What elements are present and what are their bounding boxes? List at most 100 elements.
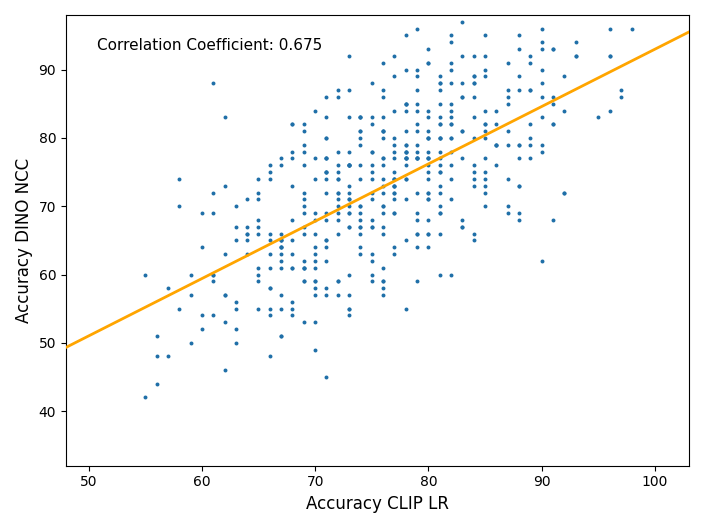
- Point: [355, 134, 366, 142]
- Point: [377, 222, 389, 231]
- Point: [411, 106, 422, 115]
- Point: [389, 175, 400, 183]
- Point: [423, 134, 434, 142]
- Point: [275, 250, 287, 258]
- Point: [434, 188, 446, 197]
- Point: [411, 72, 422, 81]
- Point: [536, 140, 547, 149]
- Point: [355, 209, 366, 217]
- Point: [321, 284, 332, 293]
- Point: [457, 17, 468, 26]
- Point: [377, 209, 389, 217]
- Point: [479, 202, 491, 211]
- Point: [468, 229, 479, 238]
- Point: [275, 263, 287, 272]
- Point: [446, 147, 457, 156]
- Point: [457, 127, 468, 135]
- Point: [479, 168, 491, 176]
- Point: [321, 113, 332, 121]
- Point: [389, 154, 400, 163]
- Point: [253, 277, 264, 286]
- Point: [536, 257, 547, 265]
- Point: [434, 202, 446, 211]
- Point: [298, 257, 310, 265]
- Point: [196, 325, 208, 333]
- Point: [275, 332, 287, 340]
- Point: [513, 72, 524, 81]
- Point: [230, 222, 241, 231]
- Point: [411, 154, 422, 163]
- Point: [468, 161, 479, 169]
- Point: [434, 154, 446, 163]
- Point: [332, 277, 344, 286]
- Point: [298, 127, 310, 135]
- Point: [253, 222, 264, 231]
- Point: [400, 154, 411, 163]
- Point: [355, 222, 366, 231]
- Point: [366, 270, 377, 279]
- Point: [310, 277, 321, 286]
- Point: [332, 86, 344, 95]
- Point: [400, 100, 411, 108]
- Point: [536, 93, 547, 101]
- Point: [423, 195, 434, 204]
- Point: [423, 106, 434, 115]
- Point: [344, 161, 355, 169]
- Point: [241, 222, 253, 231]
- Point: [321, 243, 332, 251]
- Point: [411, 229, 422, 238]
- Point: [615, 93, 627, 101]
- Point: [400, 65, 411, 74]
- Point: [389, 140, 400, 149]
- Point: [457, 52, 468, 60]
- Point: [524, 86, 536, 95]
- Point: [298, 120, 310, 128]
- Point: [377, 59, 389, 67]
- Point: [434, 161, 446, 169]
- Point: [298, 209, 310, 217]
- Point: [287, 298, 298, 306]
- Point: [332, 195, 344, 204]
- Point: [253, 229, 264, 238]
- Point: [479, 72, 491, 81]
- Point: [411, 209, 422, 217]
- Point: [457, 93, 468, 101]
- Point: [355, 175, 366, 183]
- Text: Correlation Coefficient: 0.675: Correlation Coefficient: 0.675: [97, 37, 322, 53]
- Point: [344, 161, 355, 169]
- Point: [377, 175, 389, 183]
- Point: [400, 175, 411, 183]
- Point: [400, 106, 411, 115]
- Point: [468, 236, 479, 244]
- Point: [604, 52, 615, 60]
- Point: [344, 305, 355, 313]
- Point: [468, 175, 479, 183]
- Point: [468, 79, 479, 88]
- Point: [310, 263, 321, 272]
- Point: [355, 202, 366, 211]
- Point: [355, 127, 366, 135]
- Point: [468, 93, 479, 101]
- Point: [389, 209, 400, 217]
- Point: [344, 188, 355, 197]
- Point: [366, 257, 377, 265]
- Point: [321, 215, 332, 224]
- Point: [298, 318, 310, 326]
- Point: [230, 298, 241, 306]
- Point: [253, 270, 264, 279]
- Point: [264, 284, 275, 293]
- Point: [344, 202, 355, 211]
- Point: [321, 373, 332, 381]
- Point: [434, 270, 446, 279]
- Point: [423, 215, 434, 224]
- Point: [253, 195, 264, 204]
- Point: [264, 250, 275, 258]
- Point: [513, 209, 524, 217]
- Point: [287, 147, 298, 156]
- Point: [230, 338, 241, 347]
- Point: [344, 222, 355, 231]
- Point: [377, 127, 389, 135]
- Point: [468, 182, 479, 190]
- Point: [366, 222, 377, 231]
- Point: [298, 188, 310, 197]
